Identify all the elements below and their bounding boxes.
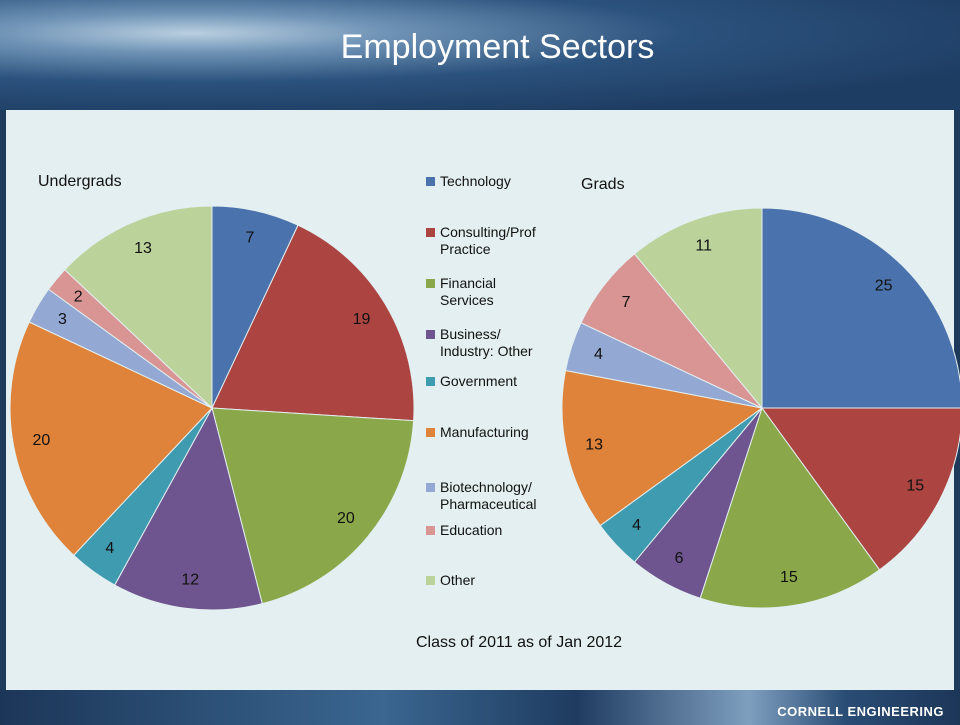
pie-slice <box>9 321 213 556</box>
chart-title: Grads <box>581 176 625 193</box>
caption: Class of 2011 as of Jan 2012 <box>416 634 622 651</box>
legend-swatch <box>426 228 435 237</box>
legend-swatch <box>426 526 435 535</box>
data-label: 11 <box>695 237 712 254</box>
pie-slice <box>64 205 213 410</box>
data-label: 15 <box>780 569 798 586</box>
legend-swatch <box>426 177 435 186</box>
footer-text: CORNELL ENGINEERING <box>777 704 944 719</box>
data-label: 13 <box>585 437 603 454</box>
data-label: 4 <box>105 540 114 557</box>
header <box>0 0 960 110</box>
data-label: 7 <box>245 230 254 247</box>
data-label: 6 <box>675 550 684 567</box>
data-label: 7 <box>622 294 631 311</box>
pie-slice <box>211 407 415 605</box>
data-label: 20 <box>337 510 355 527</box>
legend-swatch <box>426 330 435 339</box>
chart-title: Undergrads <box>38 173 122 190</box>
legend-swatch <box>426 483 435 492</box>
data-label: 4 <box>632 517 641 534</box>
pie-slice <box>633 207 763 410</box>
legend-swatch <box>426 377 435 386</box>
legend-label: Manufacturing <box>440 424 529 440</box>
legend-label: Consulting/Prof Practice <box>440 224 536 257</box>
data-label: 15 <box>906 477 924 494</box>
pie-slice <box>114 406 263 611</box>
data-label: 4 <box>594 346 603 363</box>
data-label: 12 <box>181 572 199 589</box>
pie-slice <box>699 406 881 609</box>
data-label: 2 <box>74 288 83 305</box>
legend-label: Technology <box>440 173 511 189</box>
legend-swatch <box>426 428 435 437</box>
legend-label: Education <box>440 522 503 538</box>
legend-label: Other <box>440 572 476 588</box>
data-label: 19 <box>353 311 371 328</box>
footer <box>0 690 960 725</box>
legend-label: Biotechnology/ Pharmaceutical <box>440 479 537 512</box>
pie-slice <box>761 407 960 571</box>
legend-label: Financial Services <box>440 275 497 308</box>
data-label: 20 <box>32 432 50 449</box>
pie-slice <box>561 369 764 527</box>
legend-label: Government <box>440 373 518 389</box>
data-label: 3 <box>58 311 67 328</box>
data-label: 13 <box>134 240 152 257</box>
pie-slice <box>761 207 960 409</box>
data-label: 25 <box>875 278 893 295</box>
legend-label: Business/ Industry: Other <box>440 326 533 359</box>
legend-swatch <box>426 576 435 585</box>
pie-slice <box>211 224 415 422</box>
slide-title: Employment Sectors <box>340 28 655 66</box>
legend-swatch <box>426 279 435 288</box>
